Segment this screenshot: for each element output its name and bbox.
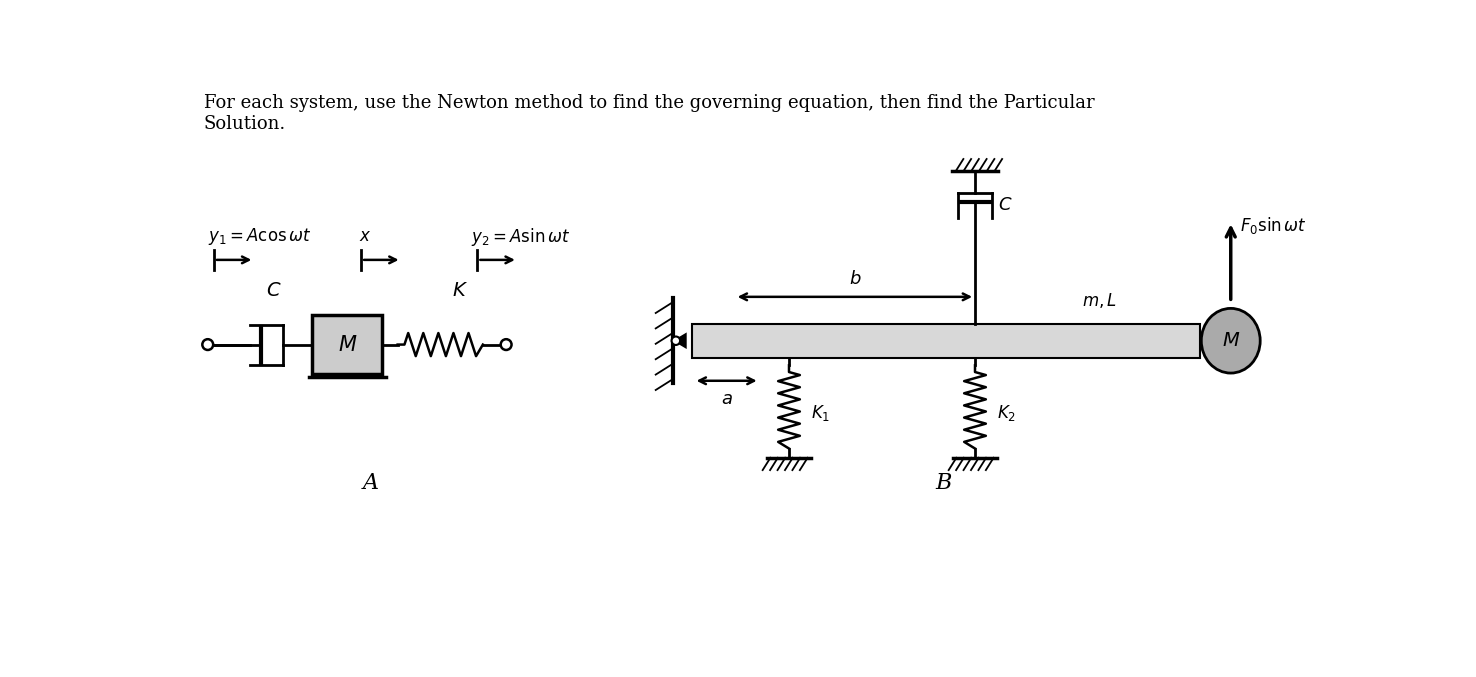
Text: $K$: $K$ <box>452 282 468 300</box>
Text: $M$: $M$ <box>1222 332 1240 350</box>
Text: $C$: $C$ <box>998 196 1013 214</box>
Text: $K_1$: $K_1$ <box>810 403 830 422</box>
Text: B: B <box>936 472 952 494</box>
Polygon shape <box>673 332 686 349</box>
Text: For each system, use the Newton method to find the governing equation, then find: For each system, use the Newton method t… <box>204 94 1095 133</box>
Circle shape <box>672 336 680 345</box>
Text: A: A <box>363 472 378 494</box>
Bar <box>692 324 1200 357</box>
Bar <box>313 315 382 374</box>
Text: $C$: $C$ <box>266 282 282 300</box>
Text: $a$: $a$ <box>720 390 732 408</box>
Text: $F_0\sin\omega t$: $F_0\sin\omega t$ <box>1240 215 1306 236</box>
Text: $b$: $b$ <box>849 269 861 288</box>
Text: $y_1 = A\cos\omega t$: $y_1 = A\cos\omega t$ <box>208 226 311 247</box>
Text: $m, L$: $m, L$ <box>1082 291 1116 310</box>
Text: $K_2$: $K_2$ <box>996 403 1015 422</box>
Text: $M$: $M$ <box>338 334 357 355</box>
Text: $y_2 = A\sin\omega t$: $y_2 = A\sin\omega t$ <box>471 226 571 248</box>
Text: $x$: $x$ <box>359 228 372 245</box>
Ellipse shape <box>1201 309 1261 373</box>
